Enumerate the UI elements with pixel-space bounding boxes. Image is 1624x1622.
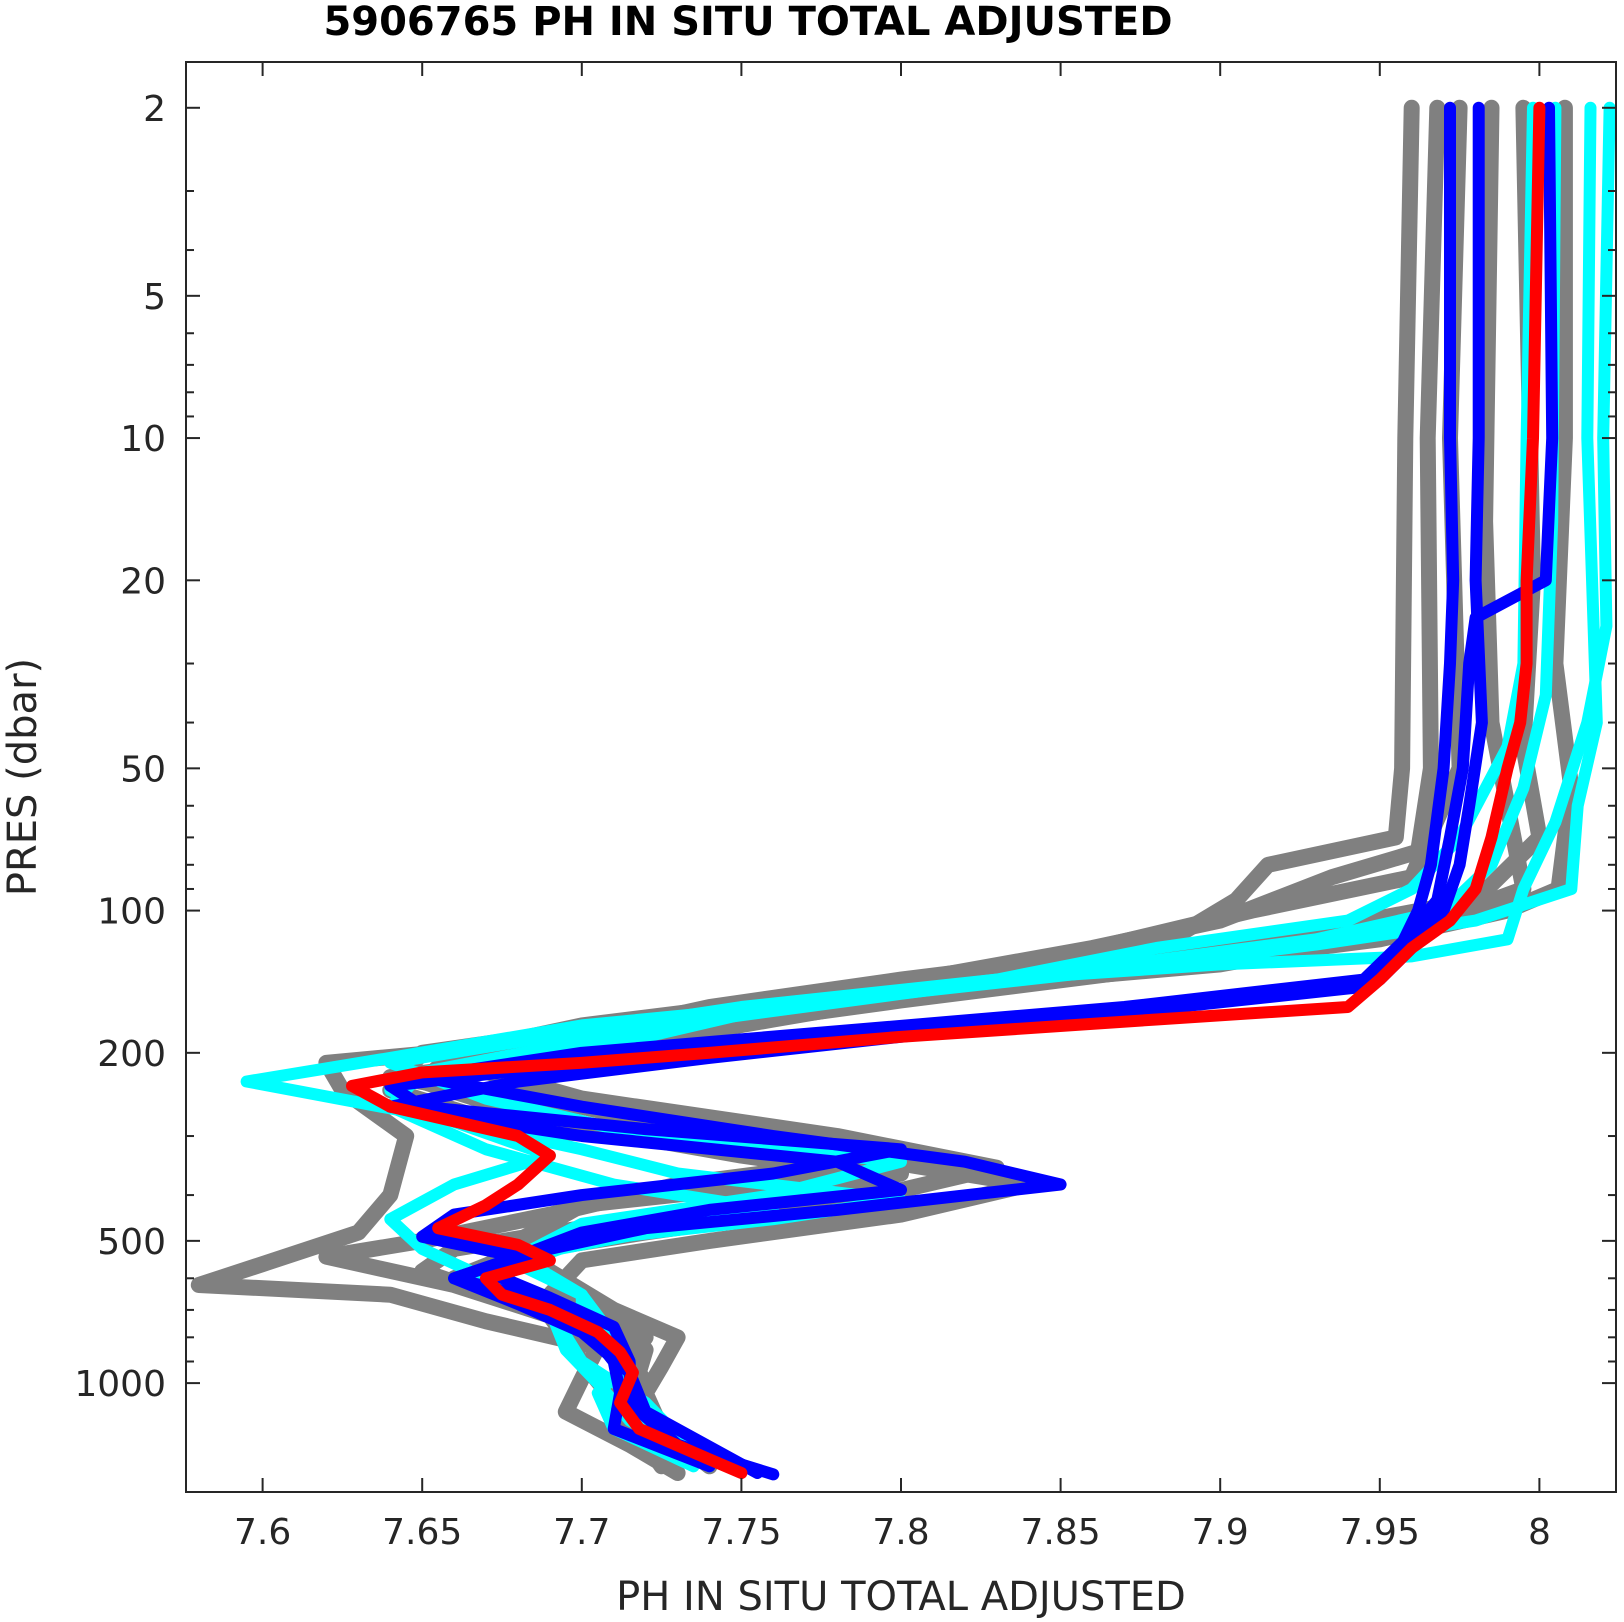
x-tick-label: 7.95 (1340, 1512, 1420, 1553)
y-tick-label: 50 (120, 749, 166, 790)
y-tick-label: 1000 (74, 1364, 166, 1405)
chart-title: 5906765 PH IN SITU TOTAL ADJUSTED (323, 0, 1172, 45)
x-tick-label: 7.7 (553, 1512, 610, 1553)
profile-line-8 (384, 101, 1539, 1473)
x-axis-label: PH IN SITU TOTAL ADJUSTED (616, 1574, 1186, 1620)
x-tick-label: 8 (1528, 1512, 1551, 1553)
y-tick-label: 100 (97, 892, 166, 933)
series-layer (190, 99, 1616, 1481)
y-tick-label: 5 (143, 277, 166, 318)
y-tick-label: 10 (120, 419, 166, 460)
tick-layer: 7.6 7.65 7.7 7.75 7.8 7.85 7.9 7.95 8 2 5 10 20 50 100… (74, 62, 1616, 1553)
profile-line-14 (346, 101, 1546, 1479)
profile-line-3 (382, 99, 1532, 1468)
x-tick-label: 7.6 (234, 1512, 291, 1553)
x-tick-label: 7.9 (1192, 1512, 1249, 1553)
y-tick-label: 200 (97, 1034, 166, 1075)
profile-line-13 (416, 101, 1559, 1481)
y-tick-label: 20 (120, 561, 166, 602)
x-tick-label: 7.65 (382, 1512, 462, 1553)
y-tick-label: 500 (97, 1222, 166, 1263)
profile-line-1 (190, 99, 1420, 1481)
x-tick-label: 7.85 (1021, 1512, 1101, 1553)
y-axis-label: PRES (dbar) (0, 658, 46, 896)
y-tick-label: 2 (143, 89, 166, 130)
x-tick-label: 7.75 (701, 1512, 781, 1553)
x-tick-label: 7.8 (872, 1512, 929, 1553)
